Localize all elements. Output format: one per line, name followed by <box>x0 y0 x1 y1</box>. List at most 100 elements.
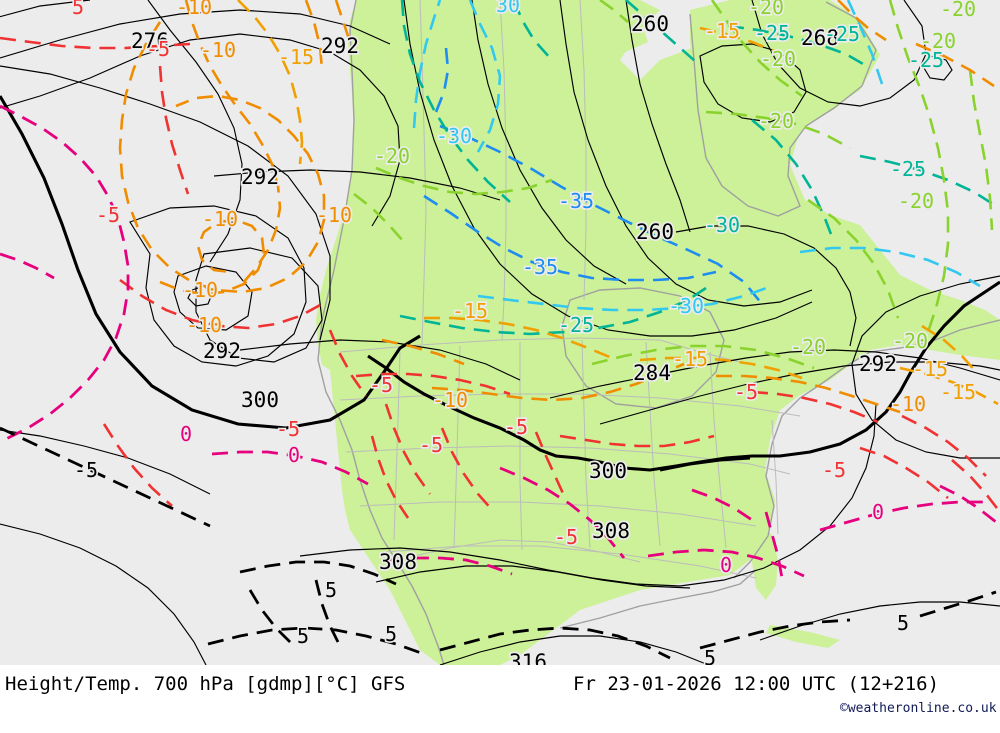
isotherm-minus15 <box>237 0 999 406</box>
isotherm-plus5-f <box>919 590 997 618</box>
height-contour-292top <box>147 0 243 263</box>
height-contour-300-pacific <box>0 95 421 430</box>
temp-label: -25 <box>890 157 926 181</box>
isotherm-minus25-d <box>751 119 836 243</box>
height-contour-260b <box>559 0 813 307</box>
state-grid-h3 <box>359 501 757 527</box>
height-contour-292-low-inner <box>173 265 253 331</box>
isotherm-minus35-b <box>423 194 717 282</box>
height-contour-276 <box>0 33 401 227</box>
isotherm-minus5-g <box>534 431 568 501</box>
height-contour-292b <box>213 169 501 201</box>
land-arctic-islands-5 <box>400 140 520 192</box>
temp-label: -15 <box>940 380 976 404</box>
temp-label: -5 <box>74 458 98 482</box>
temp-label: 5 <box>704 646 716 665</box>
height-contour-low-sw <box>0 523 207 665</box>
isotherm-minus5-m <box>102 423 173 507</box>
temp-label: -20 <box>898 189 934 213</box>
map-svg: 276 292 260 268 292 260 292 300 284 292 … <box>0 0 1000 665</box>
height-contour-308b <box>375 565 691 589</box>
land-alaska <box>316 0 385 370</box>
isotherm-minus5-b <box>158 65 190 195</box>
isotherm-zero-b <box>211 450 369 486</box>
state-grid-3 <box>519 342 523 551</box>
isotherm-zero <box>0 104 997 579</box>
temp-label: -20 <box>758 109 794 133</box>
border-us-canada <box>339 337 741 363</box>
temp-label: -5 <box>822 458 846 482</box>
height-label: 300 <box>241 388 279 412</box>
isotherm-minus10 <box>118 0 995 414</box>
isotherm-zero-i <box>0 252 55 280</box>
product-title: Height/Temp. 700 hPa [gdmp][°C] GFS <box>5 673 406 695</box>
height-contour-276c <box>471 0 627 285</box>
isotherm-minus10-i <box>381 338 465 366</box>
border-us-mexico <box>395 539 641 563</box>
temp-label: -15 <box>912 357 948 381</box>
temp-label: -10 <box>186 313 222 337</box>
isotherm-plus5-a <box>0 426 211 528</box>
map-footer: Height/Temp. 700 hPa [gdmp][°C] GFS Fr 2… <box>0 665 1000 733</box>
isotherm-plus5-d <box>439 626 671 660</box>
temp-label: -20 <box>790 335 826 359</box>
state-grid-4 <box>581 339 591 549</box>
height-label: 284 <box>633 361 671 385</box>
height-label: 292 <box>859 352 897 376</box>
height-contour-292-pacific-big <box>129 205 307 367</box>
temp-label: -20 <box>940 0 976 21</box>
height-contour-292-low-outer <box>195 247 323 363</box>
isotherm-minus5-k <box>370 435 410 519</box>
height-label: 260 <box>636 220 674 244</box>
temp-label: 0 <box>180 422 192 446</box>
isotherm-minus10-a <box>184 0 282 285</box>
isotherm-minus30-a <box>468 0 502 153</box>
height-contour-300-bold <box>0 95 1000 472</box>
temperature-label-layer: 5 -10 30 -20 -25 -20 -20 -5 -10 -15 -15 … <box>70 0 977 665</box>
isotherm-minus20-d <box>705 110 851 150</box>
height-contour-292-right <box>599 361 1000 425</box>
isotherm-minus5-j <box>901 414 987 477</box>
height-label: 292 <box>321 34 359 58</box>
isotherm-minus10-c <box>159 218 266 296</box>
isotherm-minus5-f <box>440 427 495 513</box>
isotherm-minus25-c <box>727 24 871 70</box>
isotherm-zero-f <box>764 511 784 579</box>
land-arctic-islands-3 <box>436 84 534 136</box>
isotherm-minus5-o <box>951 459 1000 513</box>
land-arctic-islands-6 <box>760 70 830 122</box>
isotherm-plus5-e <box>699 618 851 650</box>
isotherm-minus5-e <box>384 403 432 495</box>
isotherm-minus5-n <box>328 329 368 397</box>
temp-label: -35 <box>558 189 594 213</box>
isotherm-zero-g <box>387 556 513 576</box>
temp-label: -15 <box>672 347 708 371</box>
isotherm-minus10-g <box>915 42 995 88</box>
isotherm-minus20-i <box>599 0 629 23</box>
height-contour-layer <box>0 0 1000 665</box>
temp-label: 30 <box>496 0 520 17</box>
land-arctic-islands-1 <box>452 8 540 68</box>
height-contour-268c <box>923 55 953 81</box>
height-label: 276 <box>131 29 169 53</box>
temp-label: -10 <box>202 207 238 231</box>
isotherm-minus10-j <box>334 0 354 49</box>
isotherm-minus5-h <box>559 434 715 448</box>
state-grid-6 <box>709 351 727 549</box>
isotherm-minus25-b <box>399 282 713 336</box>
temp-label: 5 <box>325 578 337 602</box>
height-contour-284-label <box>549 349 1000 399</box>
isotherm-minus15-d <box>699 26 777 54</box>
temp-label: -20 <box>374 144 410 168</box>
isotherm-minus30-b <box>412 0 442 129</box>
temp-label: 5 <box>385 622 397 646</box>
height-label: 268 <box>801 26 839 50</box>
isotherm-minus10-e <box>716 374 901 414</box>
copyright-notice: ©weatheronline.co.uk <box>840 701 997 716</box>
isotherm-minus25 <box>399 0 997 336</box>
temp-label: -25 <box>558 313 594 337</box>
height-contour-308a <box>299 403 877 587</box>
state-grid-h2 <box>345 445 791 475</box>
temp-label: 5 <box>897 611 909 635</box>
contour-map-canvas: 276 292 260 268 292 260 292 300 284 292 … <box>0 0 1000 665</box>
